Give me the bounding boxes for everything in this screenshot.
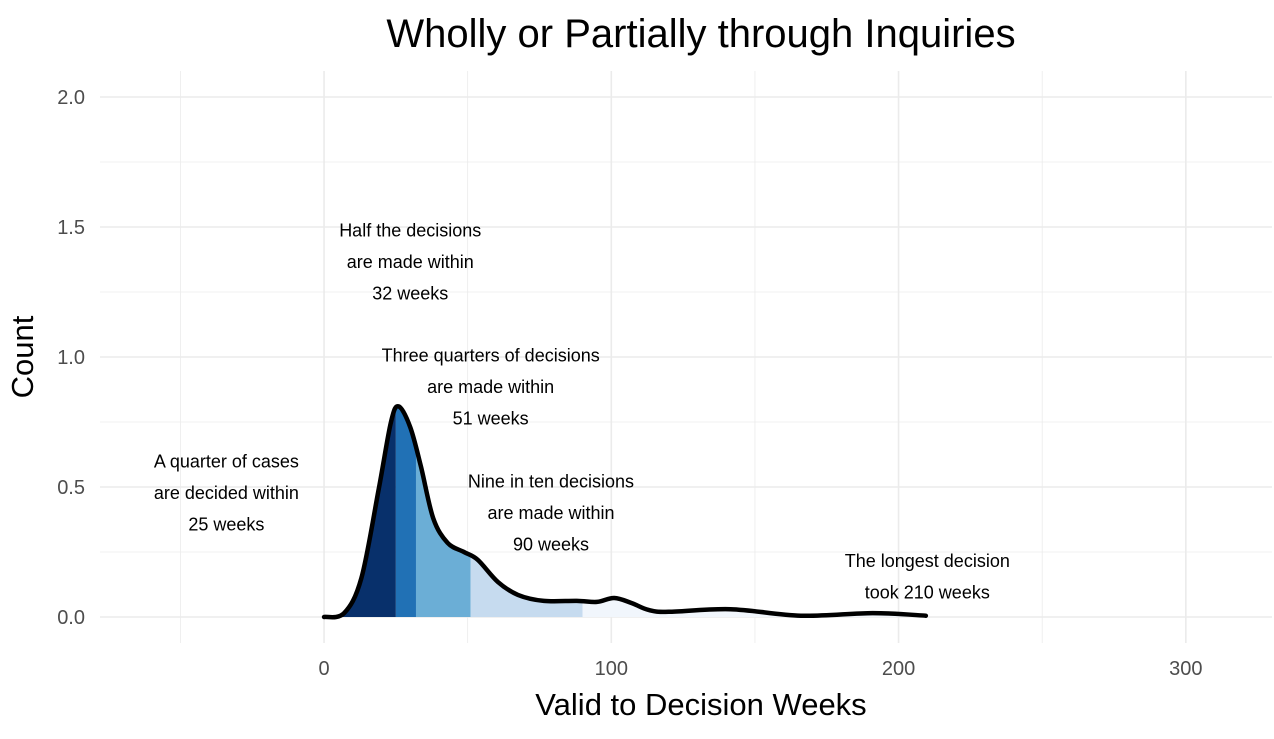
y-tick-label: 1.5 xyxy=(57,217,85,239)
y-tick-label: 0.5 xyxy=(57,477,85,499)
annotation-line: 25 weeks xyxy=(188,514,264,534)
annotations: A quarter of cases are decided within 25 w… xyxy=(154,221,1010,603)
chart-title: Wholly or Partially through Inquiries xyxy=(386,12,1015,56)
annotation-line: are decided within xyxy=(154,483,299,503)
y-tick-label: 1.0 xyxy=(57,347,85,369)
annotation-line: Three quarters of decisions xyxy=(382,345,600,365)
quantile-band xyxy=(324,412,396,618)
annotation: Half the decisions are made within 32 week… xyxy=(339,221,481,304)
y-axis-label: Count xyxy=(5,315,40,398)
annotation-line: Nine in ten decisions xyxy=(468,472,634,492)
annotation: A quarter of cases are decided within 25 w… xyxy=(154,451,299,534)
x-tick-label: 300 xyxy=(1169,658,1202,680)
annotation-line: The longest decision xyxy=(845,551,1010,571)
annotation-line: are made within xyxy=(427,377,554,397)
annotation-line: A quarter of cases xyxy=(154,451,299,471)
annotation-line: 51 weeks xyxy=(453,408,529,428)
x-axis-label: Valid to Decision Weeks xyxy=(535,687,866,722)
density-curve xyxy=(321,404,929,620)
tick-labels: 0 100 200 300 0.0 0.5 1.0 1.5 2.0 xyxy=(57,87,1202,680)
annotation: Nine in ten decisions are made within 90 w… xyxy=(468,472,634,555)
annotation-line: took 210 weeks xyxy=(865,583,990,603)
quantile-band xyxy=(395,405,416,617)
annotation: The longest decision took 210 weeks xyxy=(845,551,1010,603)
x-tick-label: 100 xyxy=(595,658,628,680)
x-tick-label: 0 xyxy=(318,658,329,680)
annotation: Three quarters of decisions are made with… xyxy=(382,345,600,428)
quantile-band xyxy=(415,448,471,617)
y-tick-label: 0.0 xyxy=(57,607,85,629)
annotation-line: are made within xyxy=(347,252,474,272)
annotation-line: are made within xyxy=(487,503,614,523)
quantile-band xyxy=(470,555,583,617)
annotation-line: 32 weeks xyxy=(372,284,448,304)
y-tick-label: 2.0 xyxy=(57,87,85,109)
x-tick-label: 200 xyxy=(882,658,915,680)
annotation-line: 90 weeks xyxy=(513,535,589,555)
density-line xyxy=(321,404,929,620)
grid xyxy=(100,71,1272,643)
annotation-line: Half the decisions xyxy=(339,221,481,241)
